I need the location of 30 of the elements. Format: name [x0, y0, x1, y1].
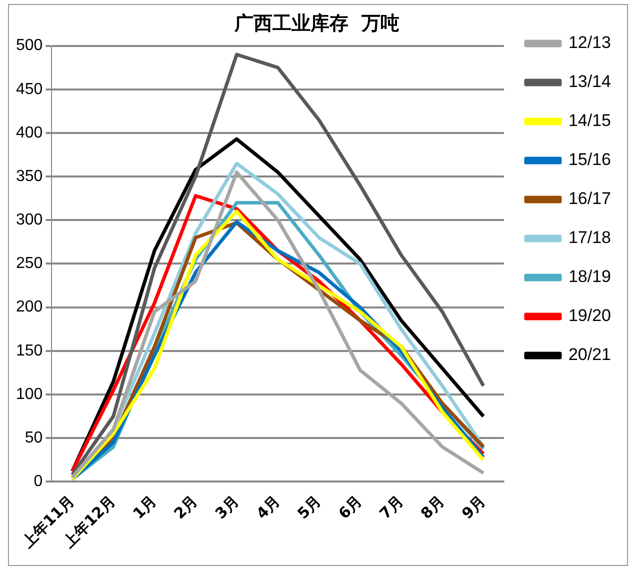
legend-label: 20/21 [568, 345, 612, 364]
y-tick-label: 350 [16, 168, 43, 185]
x-tick-label: 6月 [334, 492, 366, 523]
x-tick-label: 8月 [417, 492, 448, 523]
legend-label: 17/18 [568, 228, 612, 248]
y-tick-label: 450 [16, 80, 43, 98]
legend-label: 14/15 [568, 111, 612, 130]
x-tick-label: 2月 [170, 492, 202, 523]
legend-label: 16/17 [568, 189, 612, 208]
legend-label: 19/20 [568, 306, 612, 326]
x-tick-label: 5月 [294, 492, 325, 523]
x-tick-label: 7月 [376, 492, 407, 523]
x-tick-label: 1月 [129, 492, 160, 523]
y-tick-label: 150 [16, 342, 43, 360]
y-tick-label: 50 [24, 430, 43, 447]
legend-label: 13/14 [568, 72, 612, 92]
y-tick-label: 300 [16, 212, 43, 229]
x-tick-label: 9月 [458, 492, 489, 523]
x-tick-label: 4月 [252, 492, 284, 523]
y-tick-label: 500 [16, 37, 43, 54]
y-tick-label: 400 [16, 124, 43, 142]
legend-label: 18/19 [568, 267, 612, 286]
legend-label: 15/16 [568, 150, 612, 170]
y-tick-label: 0 [34, 473, 43, 490]
legend-label: 12/13 [568, 33, 612, 52]
y-tick-label: 250 [16, 255, 43, 272]
y-tick-label: 100 [16, 386, 43, 403]
chart-title: 广西工业库存 万吨 [233, 12, 400, 34]
x-tick-label: 3月 [212, 492, 242, 523]
y-tick-label: 200 [16, 298, 43, 316]
